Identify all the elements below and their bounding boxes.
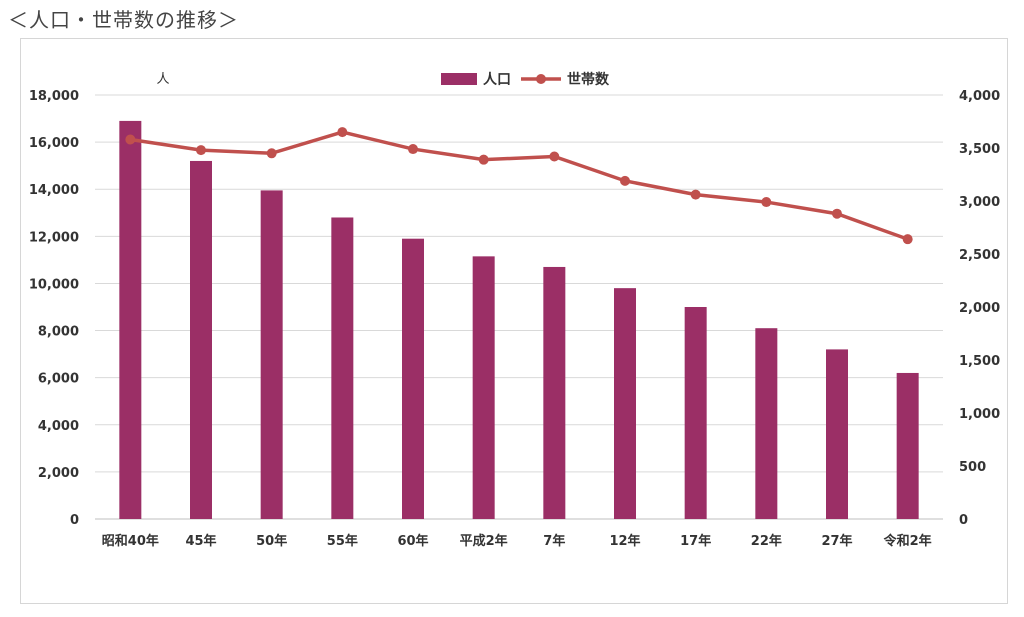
legend-label-households: 世帯数 xyxy=(567,71,610,88)
y-left-tick-label: 0 xyxy=(70,513,79,528)
bar-population xyxy=(684,307,707,519)
bar-population xyxy=(190,160,212,519)
y-left-tick-label: 10,000 xyxy=(29,277,79,292)
y-left-tick-label: 16,000 xyxy=(29,136,79,151)
y-right-tick-label: 2,500 xyxy=(959,248,1000,263)
point-households xyxy=(620,175,630,186)
y-left-tick-label: 18,000 xyxy=(29,89,79,104)
point-households xyxy=(125,134,136,145)
point-households xyxy=(549,151,560,162)
y-right-tick-label: 500 xyxy=(959,460,986,475)
y-right-tick-label: 4,000 xyxy=(959,89,1000,104)
page-heading: ＜人口・世帯数の推移＞ xyxy=(8,8,239,32)
y-left-tick-label: 14,000 xyxy=(29,183,79,198)
bar-population xyxy=(119,120,142,520)
bar-population xyxy=(472,256,495,519)
y-right-tick-label: 1,500 xyxy=(959,354,1000,369)
y-right-tick-label: 0 xyxy=(959,513,968,528)
legend-label-population: 人口 xyxy=(483,71,511,88)
x-tick-label: 平成2年 xyxy=(460,533,508,549)
bar-population xyxy=(260,190,283,519)
chart-frame: 0 2,000 4,000 6,000 8,000 10,000 12,000 14,000 1… xyxy=(20,38,1008,604)
x-tick-label: 45年 xyxy=(185,533,216,549)
y-left-tick-label: 4,000 xyxy=(38,419,79,434)
x-tick-label: 12年 xyxy=(609,533,640,549)
y-right-tick-label: 3,000 xyxy=(959,195,1000,210)
x-tick-label: 17年 xyxy=(680,533,711,549)
x-tick-label: 55年 xyxy=(327,533,358,549)
bar-population xyxy=(402,238,424,519)
point-households xyxy=(196,145,206,156)
y-left-tick-label: 2,000 xyxy=(38,466,79,481)
y-left-unit-label: 人 xyxy=(156,72,169,87)
x-tick-label: 22年 xyxy=(751,533,782,549)
line-households xyxy=(130,130,909,241)
population-households-chart: 0 2,000 4,000 6,000 8,000 10,000 12,000 14,000 1… xyxy=(29,71,1000,549)
x-tick-label: 昭和40年 xyxy=(102,533,159,549)
y-right-tick-label: 3,500 xyxy=(959,142,1000,157)
x-tick-label: 令和2年 xyxy=(884,533,932,549)
bar-population xyxy=(826,349,848,519)
point-households xyxy=(266,148,277,159)
x-tick-label: 50年 xyxy=(256,533,287,549)
x-tick-label: 7年 xyxy=(543,533,565,549)
point-households xyxy=(761,197,772,208)
point-households xyxy=(408,144,418,155)
x-tick-label: 27年 xyxy=(821,533,852,549)
point-households xyxy=(337,127,348,138)
x-tick-label: 60年 xyxy=(397,533,428,549)
point-households xyxy=(902,234,913,245)
legend-swatch-population xyxy=(441,73,477,85)
bar-population xyxy=(543,266,566,519)
point-households xyxy=(478,154,489,165)
y-right-tick-label: 2,000 xyxy=(959,301,1000,316)
bar-population xyxy=(896,372,919,519)
y-left-tick-label: 6,000 xyxy=(38,372,79,387)
y-left-tick-label: 12,000 xyxy=(29,230,79,245)
bar-population xyxy=(614,288,636,519)
legend-marker-households xyxy=(536,74,546,84)
y-right-tick-label: 1,000 xyxy=(959,407,1000,422)
point-households xyxy=(690,189,701,200)
bar-population xyxy=(331,217,354,519)
point-households xyxy=(832,208,842,219)
y-left-tick-label: 8,000 xyxy=(38,325,79,340)
bar-population xyxy=(755,328,778,519)
